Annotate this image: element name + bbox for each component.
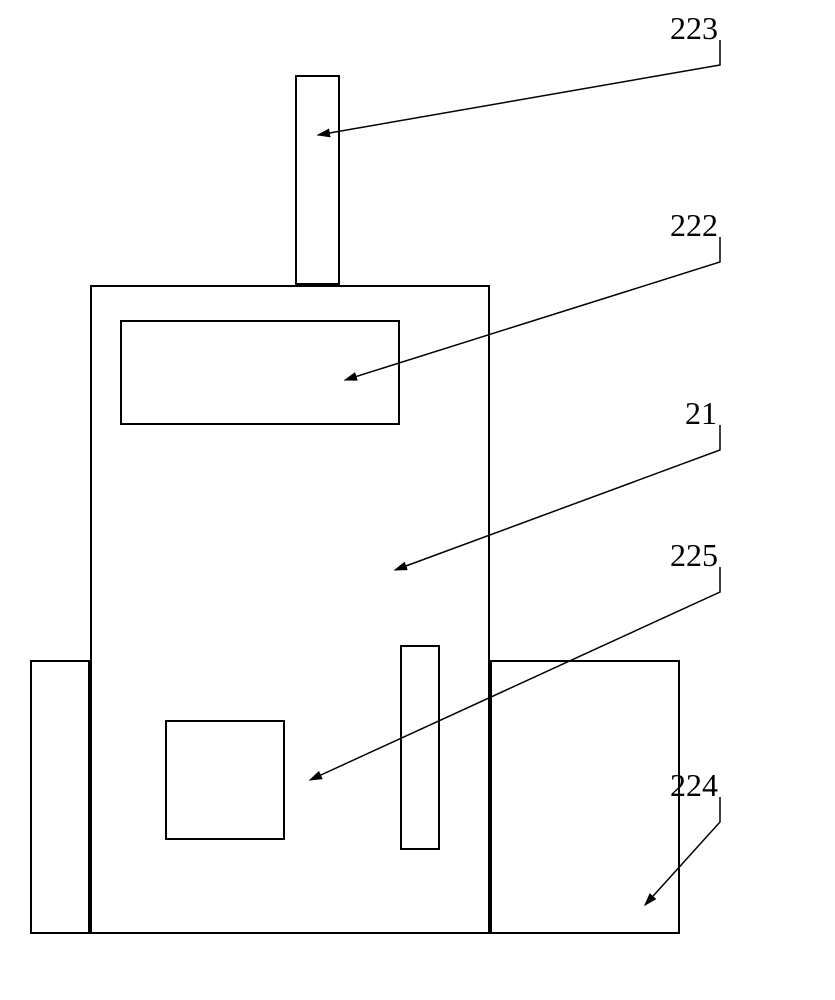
base-left-block <box>30 660 90 934</box>
antenna <box>295 75 340 285</box>
label-223: 223 <box>670 10 718 47</box>
technical-diagram: 223 222 21 225 224 <box>0 0 835 1000</box>
label-224: 224 <box>670 767 718 804</box>
leader-223 <box>318 40 720 135</box>
label-21: 21 <box>685 395 717 432</box>
slot <box>400 645 440 850</box>
keypad-block <box>165 720 285 840</box>
label-222: 222 <box>670 207 718 244</box>
base-right-block <box>490 660 680 934</box>
label-225: 225 <box>670 537 718 574</box>
display-window <box>120 320 400 425</box>
